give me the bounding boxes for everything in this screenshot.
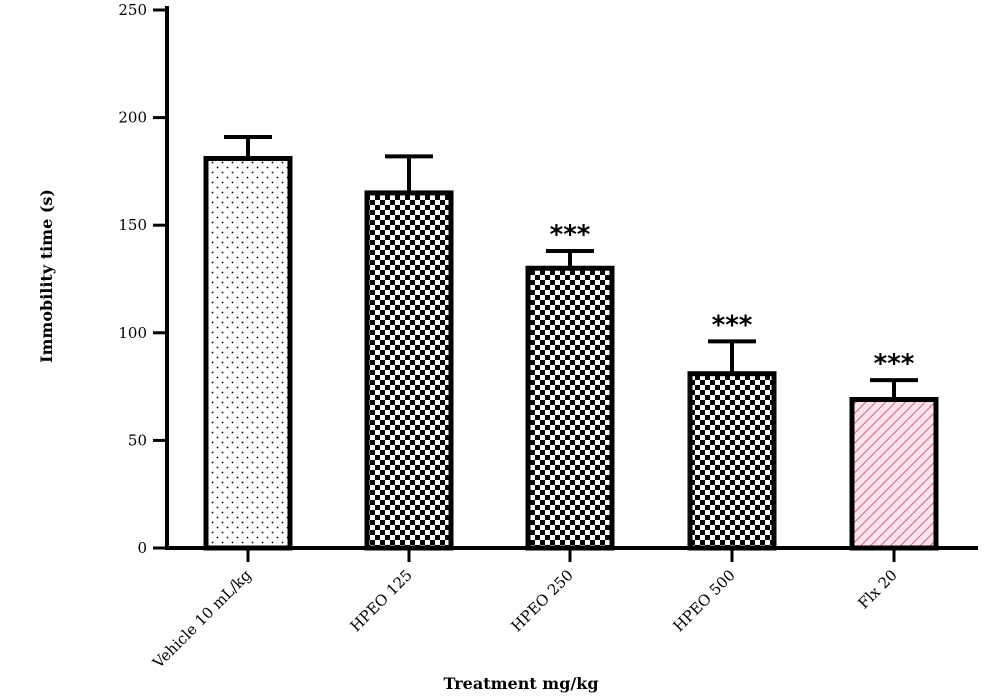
y-tick-label: 100: [118, 324, 147, 342]
x-tick-label: HPEO 500: [670, 566, 739, 635]
y-tick-label: 200: [118, 109, 147, 127]
y-tick-label: 50: [128, 431, 147, 449]
bar: [690, 374, 774, 548]
significance-label: ***: [712, 310, 753, 340]
y-tick-label: 0: [137, 539, 147, 557]
x-tick-label: HPEO 250: [508, 566, 577, 635]
y-axis-title: Immobility time (s): [37, 189, 56, 363]
bar: [852, 400, 936, 548]
x-tick-label: Vehicle 10 mL/kg: [148, 566, 255, 673]
y-tick-label: 250: [118, 1, 147, 19]
bar: [206, 158, 290, 548]
bars: *** *** ***: [206, 137, 936, 548]
significance-label: ***: [874, 349, 915, 379]
y-tick-label: 150: [118, 216, 147, 234]
x-tick-label: Flx 20: [854, 566, 900, 612]
y-axis: 0 50 100 150 200 250: [118, 1, 167, 557]
x-axis-title: Treatment mg/kg: [443, 674, 598, 693]
significance-label: ***: [550, 220, 591, 250]
bar: [528, 268, 612, 548]
x-axis: Vehicle 10 mL/kg HPEO 125 HPEO 250 HPEO 500…: [148, 548, 978, 672]
bar-chart: 0 50 100 150 200 250 Vehicle 10 mL/kg HPEO 125…: [0, 0, 1000, 698]
bar: [367, 193, 451, 548]
x-tick-label: HPEO 125: [347, 566, 416, 635]
